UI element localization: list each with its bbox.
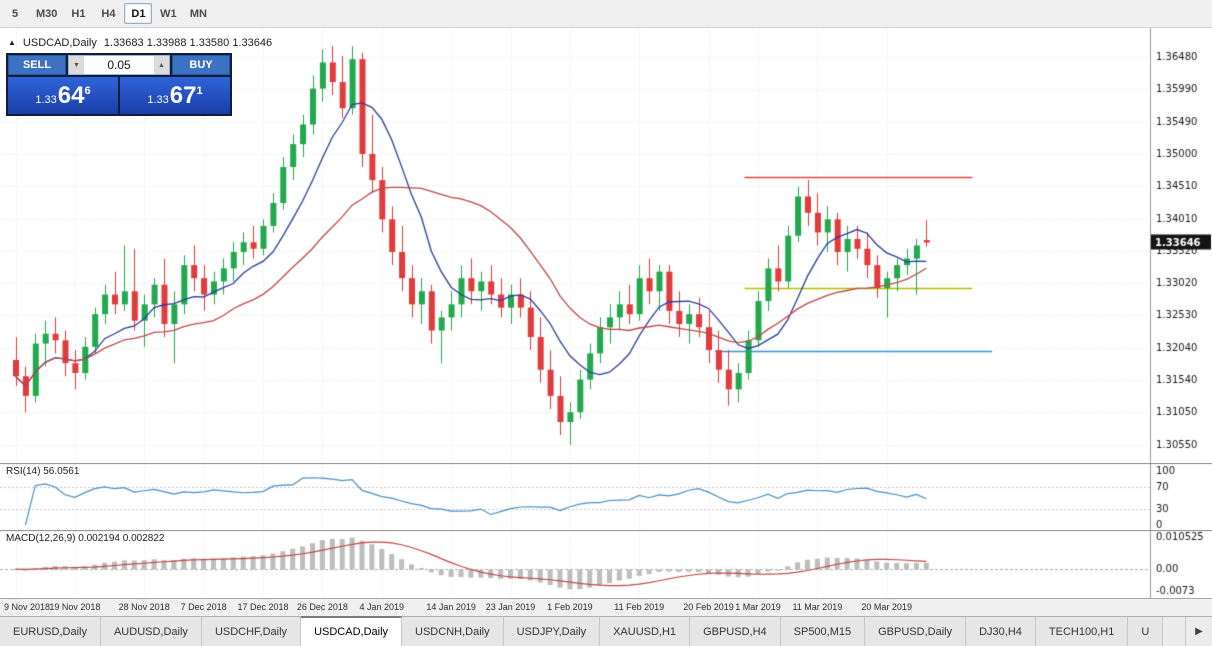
timeframe-toolbar: 5 M30 H1 H4 D1 W1 MN — [0, 0, 1212, 28]
volume-stepper: ▼ 0.05 ▲ — [68, 55, 170, 75]
date-label: 19 Nov 2018 — [49, 602, 101, 612]
timeframe-button-h4[interactable]: H4 — [94, 3, 122, 24]
tab-usdjpy-daily[interactable]: USDJPY,Daily — [503, 617, 601, 646]
date-label: 1 Mar 2019 — [735, 602, 781, 612]
date-label: 1 Feb 2019 — [547, 602, 593, 612]
timeframe-button-d1[interactable]: D1 — [124, 3, 153, 24]
timeframe-button-w1[interactable]: W1 — [154, 3, 182, 24]
timeframe-button-mn[interactable]: MN — [184, 3, 212, 24]
date-label: 23 Jan 2019 — [485, 602, 536, 612]
date-label: 11 Mar 2019 — [792, 602, 843, 612]
date-label: 26 Dec 2018 — [296, 602, 348, 612]
chart-tabs-bar: EURUSD,Daily AUDUSD,Daily USDCHF,Daily U… — [0, 616, 1212, 646]
date-label: 20 Mar 2019 — [861, 602, 912, 612]
macd-panel-canvas[interactable] — [0, 530, 1212, 598]
date-label: 7 Dec 2018 — [180, 602, 227, 612]
sell-price-frac: 6 — [84, 84, 91, 97]
caret-down-icon: ▼ — [73, 61, 80, 69]
date-label: 11 Feb 2019 — [614, 602, 665, 612]
rsi-indicator-panel[interactable]: RSI(14) 56.0561 — [0, 463, 1212, 530]
sell-price-pips: 64 — [57, 81, 85, 109]
sell-price-base: 1.33 — [35, 93, 57, 106]
one-click-trade-panel: SELL ▼ 0.05 ▲ BUY 1.33 64 6 — [6, 53, 232, 116]
rsi-label: RSI(14) 56.0561 — [6, 466, 80, 477]
tab-tech100-h1[interactable]: TECH100,H1 — [1035, 617, 1129, 646]
rsi-panel-canvas[interactable] — [0, 463, 1212, 530]
date-label: 17 Dec 2018 — [237, 602, 289, 612]
timeframe-button-m30[interactable]: M30 — [31, 3, 62, 24]
date-label: 14 Jan 2019 — [426, 602, 476, 612]
macd-label: MACD(12,26,9) 0.002194 0.002822 — [6, 533, 165, 544]
sell-button[interactable]: SELL — [8, 55, 66, 75]
tab-sp500-m15[interactable]: SP500,M15 — [780, 617, 866, 646]
tab-xauusd-h1[interactable]: XAUUSD,H1 — [600, 617, 691, 646]
main-chart-panel[interactable]: ▲ USDCAD,Daily 1.33683 1.33988 1.33580 1… — [0, 28, 1212, 463]
caret-up-icon: ▲ — [158, 61, 165, 69]
tab-eurusd-daily[interactable]: EURUSD,Daily — [0, 617, 101, 646]
volume-decrease-button[interactable]: ▼ — [69, 56, 84, 74]
date-axis[interactable]: 9 Nov 2018 19 Nov 2018 28 Nov 2018 7 Dec 20… — [0, 598, 1212, 616]
buy-price-frac: 1 — [196, 84, 203, 97]
buy-price-base: 1.33 — [147, 93, 169, 106]
date-label: 20 Feb 2019 — [683, 602, 734, 612]
tab-usdcad-daily[interactable]: USDCAD,Daily — [301, 616, 403, 646]
tab-usdchf-daily[interactable]: USDCHF,Daily — [201, 617, 302, 646]
sell-price-button[interactable]: 1.33 64 6 — [8, 77, 118, 114]
tab-usdcnh-daily[interactable]: USDCNH,Daily — [402, 617, 504, 646]
buy-price-pips: 67 — [169, 81, 197, 109]
chart-symbol-label: USDCAD,Daily — [22, 37, 97, 49]
tab-audusd-daily[interactable]: AUDUSD,Daily — [100, 617, 202, 646]
date-label: 9 Nov 2018 — [4, 602, 51, 612]
chart-title: ▲ USDCAD,Daily 1.33683 1.33988 1.33580 1… — [8, 37, 272, 49]
tab-scroll-right-button[interactable]: ▶ — [1185, 617, 1212, 646]
date-label: 28 Nov 2018 — [118, 602, 170, 612]
date-label: 4 Jan 2019 — [359, 602, 405, 612]
chart-ohlc-values: 1.33683 1.33988 1.33580 1.33646 — [103, 37, 273, 49]
tab-gbpusd-h4[interactable]: GBPUSD,H4 — [690, 617, 781, 646]
macd-indicator-panel[interactable]: MACD(12,26,9) 0.002194 0.002822 — [0, 530, 1212, 598]
volume-increase-button[interactable]: ▲ — [154, 56, 169, 74]
collapse-triangle-icon[interactable]: ▲ — [8, 38, 16, 47]
volume-field[interactable]: 0.05 — [84, 56, 154, 74]
timeframe-button-5[interactable]: 5 — [1, 3, 29, 24]
buy-button[interactable]: BUY — [172, 55, 230, 75]
buy-price-button[interactable]: 1.33 67 1 — [120, 77, 230, 114]
chevron-right-icon: ▶ — [1195, 626, 1203, 637]
tab-dj30-h4[interactable]: DJ30,H4 — [966, 617, 1036, 646]
tab-gbpusd-daily[interactable]: GBPUSD,Daily — [865, 617, 967, 646]
timeframe-button-h1[interactable]: H1 — [64, 3, 92, 24]
tab-partial[interactable]: U — [1128, 617, 1164, 646]
